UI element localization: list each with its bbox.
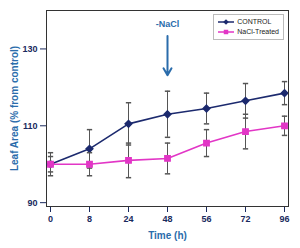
svg-text:130: 130	[22, 44, 37, 54]
svg-text:24: 24	[123, 214, 133, 224]
svg-text:-NaCl: -NaCl	[156, 19, 180, 29]
svg-text:Time (h): Time (h)	[148, 230, 187, 241]
svg-text:Leaf Area (% from control): Leaf Area (% from control)	[9, 46, 20, 171]
svg-text:48: 48	[162, 214, 172, 224]
svg-text:0: 0	[48, 214, 53, 224]
svg-text:90: 90	[27, 198, 37, 208]
svg-text:8: 8	[87, 214, 92, 224]
html-text:NaCl-Treated: NaCl-Treated	[237, 28, 279, 35]
svg-text:56: 56	[201, 214, 211, 224]
svg-text:96: 96	[279, 214, 289, 224]
svg-text:110: 110	[23, 121, 38, 131]
html-text:CONTROL: CONTROL	[237, 18, 272, 25]
svg-text:72: 72	[240, 214, 250, 224]
